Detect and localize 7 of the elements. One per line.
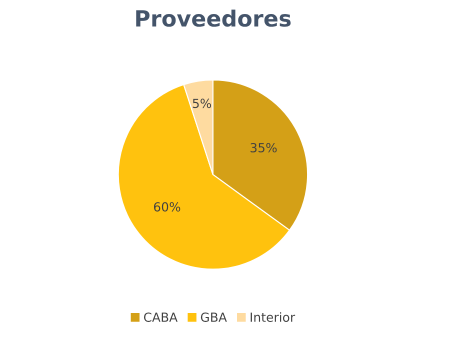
legend-label: Interior bbox=[250, 312, 296, 322]
data-label: 35% bbox=[250, 142, 277, 152]
legend-label: GBA bbox=[200, 312, 227, 322]
data-label: 5% bbox=[192, 98, 212, 108]
legend-label: CABA bbox=[144, 312, 178, 322]
chart-title: Proveedores bbox=[136, 10, 291, 27]
data-label: 60% bbox=[154, 202, 180, 212]
